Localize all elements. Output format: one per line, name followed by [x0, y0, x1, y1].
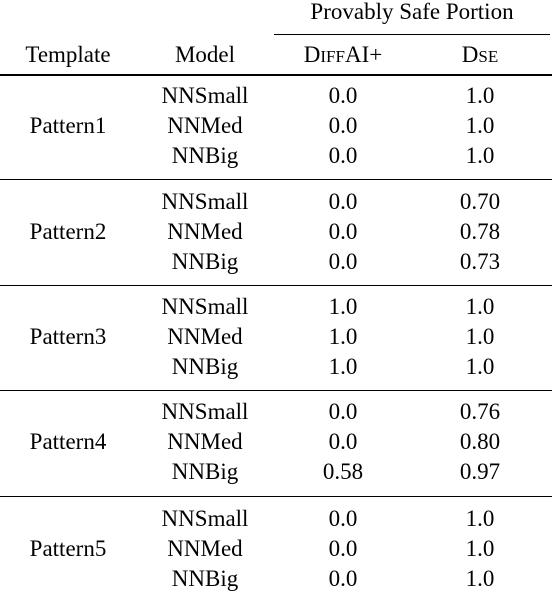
diffai-cell: 0.0	[328, 249, 358, 274]
header-model: Model	[174, 42, 236, 67]
diffai-cell: 0.0	[328, 429, 358, 454]
dse-cell: 0.70	[459, 189, 501, 214]
diffai-cell: 0.0	[328, 566, 358, 591]
dse-cell: 0.80	[459, 429, 501, 454]
model-cell: NNSmall	[161, 506, 249, 531]
diffai-cell: 0.0	[328, 83, 358, 108]
diffai-cell: 0.58	[322, 459, 364, 484]
diffai-cell: 0.0	[328, 189, 358, 214]
header-cmidrule	[274, 34, 550, 35]
header-diffai: DIFFAI+	[303, 42, 383, 67]
group-rule	[0, 496, 552, 497]
model-cell: NNSmall	[161, 294, 249, 319]
diffai-cell: 0.0	[328, 536, 358, 561]
dse-cell: 1.0	[465, 113, 495, 138]
template-cell: Pattern5	[29, 536, 107, 561]
model-cell: NNMed	[167, 536, 243, 561]
model-cell: NNMed	[167, 324, 243, 349]
dse-cell: 1.0	[465, 143, 495, 168]
model-cell: NNBig	[171, 566, 239, 591]
model-cell: NNBig	[171, 143, 239, 168]
dse-cell: 1.0	[465, 506, 495, 531]
header-group-label: Provably Safe Portion	[310, 0, 514, 24]
model-cell: NNSmall	[161, 83, 249, 108]
dse-cell: 1.0	[465, 354, 495, 379]
diffai-cell: 0.0	[328, 113, 358, 138]
header-rule	[0, 74, 552, 76]
group-rule	[0, 179, 552, 180]
template-cell: Pattern3	[29, 324, 107, 349]
dse-cell: 0.73	[459, 249, 501, 274]
dse-cell: 1.0	[465, 566, 495, 591]
header-template: Template	[25, 42, 111, 67]
model-cell: NNBig	[171, 249, 239, 274]
diffai-cell: 0.0	[328, 143, 358, 168]
diffai-cell: 1.0	[328, 324, 358, 349]
model-cell: NNSmall	[161, 399, 249, 424]
model-cell: NNMed	[167, 429, 243, 454]
model-cell: NNMed	[167, 219, 243, 244]
model-cell: NNMed	[167, 113, 243, 138]
group-rule	[0, 390, 552, 391]
dse-cell: 1.0	[465, 324, 495, 349]
dse-cell: 1.0	[465, 83, 495, 108]
diffai-cell: 1.0	[328, 354, 358, 379]
dse-cell: 0.76	[459, 399, 501, 424]
template-cell: Pattern2	[29, 219, 107, 244]
dse-cell: 0.78	[459, 219, 501, 244]
header-dse: DSE	[461, 42, 499, 67]
model-cell: NNBig	[171, 354, 239, 379]
diffai-cell: 0.0	[328, 399, 358, 424]
dse-cell: 1.0	[465, 294, 495, 319]
diffai-cell: 0.0	[328, 506, 358, 531]
model-cell: NNBig	[171, 459, 239, 484]
diffai-cell: 1.0	[328, 294, 358, 319]
template-cell: Pattern1	[29, 113, 107, 138]
model-cell: NNSmall	[161, 189, 249, 214]
dse-cell: 1.0	[465, 536, 495, 561]
group-rule	[0, 285, 552, 286]
dse-cell: 0.97	[459, 459, 501, 484]
diffai-cell: 0.0	[328, 219, 358, 244]
template-cell: Pattern4	[29, 429, 107, 454]
